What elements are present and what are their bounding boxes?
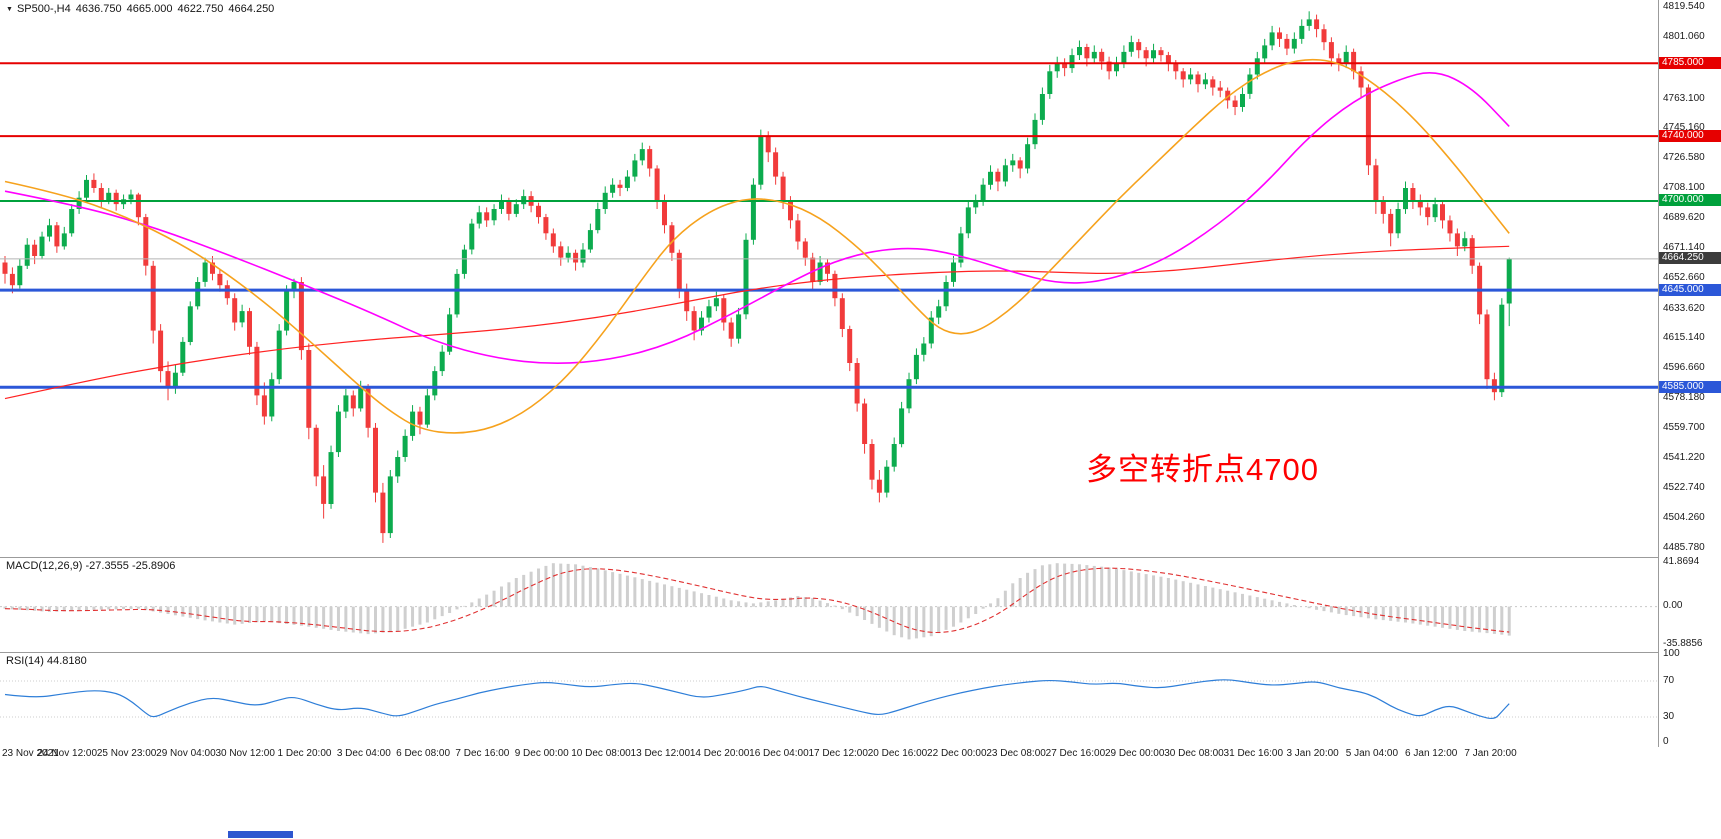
time-label: 7 Jan 20:00 — [1464, 748, 1517, 759]
ohlc-high: 4665.000 — [126, 3, 173, 15]
price-line-label: 4585.000 — [1659, 380, 1721, 393]
price-tick-label: 4633.620 — [1663, 302, 1705, 314]
time-label: 13 Dec 12:00 — [630, 748, 691, 759]
time-label: 16 Dec 04:00 — [749, 748, 809, 759]
macd-axis-label: 0.00 — [1663, 600, 1683, 611]
chart-header: ▼ SP500-,H4 4636.750 4665.000 4622.750 4664.2… — [6, 3, 274, 15]
price-tick-label: 4671.140 — [1663, 241, 1705, 253]
time-label: 6 Dec 08:00 — [396, 748, 451, 759]
horizontal-scrollbar-thumb[interactable] — [228, 831, 293, 838]
rsi-axis-label: 30 — [1663, 711, 1675, 722]
time-label: 29 Dec 00:00 — [1104, 748, 1165, 759]
ma-orange-line — [4, 58, 1510, 434]
ma-magenta-line — [4, 72, 1510, 365]
time-label: 24 Nov 12:00 — [37, 748, 98, 759]
rsi-value: 44.8180 — [46, 655, 87, 667]
rsi-pane-header: RSI(14) 44.8180 — [6, 655, 87, 667]
price-tick-label: 4801.060 — [1663, 31, 1705, 43]
time-label: 10 Dec 08:00 — [571, 748, 631, 759]
macd-axis-label: 41.8694 — [1663, 556, 1700, 567]
time-label: 22 Dec 00:00 — [927, 748, 987, 759]
time-label: 5 Jan 04:00 — [1345, 748, 1399, 759]
macd-pane-header: MACD(12,26,9) -27.3555 -25.8906 — [6, 560, 175, 572]
time-label: 14 Dec 20:00 — [689, 748, 750, 759]
rsi-line — [4, 679, 1510, 720]
time-label: 31 Dec 16:00 — [1223, 748, 1284, 759]
ma-red-line — [4, 245, 1510, 400]
price-tick-label: 4652.660 — [1663, 271, 1705, 283]
ohlc-close: 4664.250 — [228, 3, 275, 15]
price-tick-label: 4596.660 — [1663, 362, 1705, 374]
price-line-label: 4700.000 — [1659, 194, 1721, 207]
price-line-label: 4645.000 — [1659, 283, 1721, 296]
price-tick-label: 4726.580 — [1663, 151, 1705, 163]
price-tick-label: 4559.700 — [1663, 422, 1705, 434]
time-label: 3 Dec 04:00 — [336, 748, 391, 759]
rsi-axis-label: 100 — [1663, 648, 1680, 659]
price-line-label: 4740.000 — [1659, 129, 1721, 142]
price-tick-label: 4541.220 — [1663, 452, 1705, 464]
ohlc-low: 4622.750 — [177, 3, 224, 15]
time-label: 6 Jan 12:00 — [1405, 748, 1458, 759]
price-tick-label: 4578.180 — [1663, 392, 1705, 404]
time-label: 23 Nov 2021 — [2, 748, 59, 759]
macd-values: -27.3555 -25.8906 — [85, 560, 176, 572]
price-line-label: 4664.250 — [1659, 252, 1721, 265]
price-tick-label: 4615.140 — [1663, 332, 1705, 344]
annotation-text[interactable]: 多空转折点4700 — [1086, 452, 1319, 487]
macd-signal-line — [4, 567, 1510, 634]
time-label: 27 Dec 16:00 — [1045, 748, 1106, 759]
time-label: 30 Nov 12:00 — [215, 748, 275, 759]
rsi-title: RSI(14) — [6, 655, 44, 667]
time-label: 9 Dec 00:00 — [514, 748, 569, 759]
price-tick-label: 4485.780 — [1663, 542, 1705, 554]
bottom-strip — [0, 762, 1721, 839]
time-axis[interactable]: 23 Nov 2021 24 Nov 12:00 25 Nov 23:00 29 No… — [0, 746, 1658, 762]
rsi-axis-label: 0 — [1663, 736, 1669, 747]
symbol-title: SP500-,H4 — [16, 3, 71, 15]
time-label: 7 Dec 16:00 — [455, 748, 510, 759]
macd-title: MACD(12,26,9) — [6, 560, 83, 572]
price-axis[interactable]: 41.8694 0.00 -35.8856 100 70 30 0 4819.5… — [1659, 0, 1721, 762]
price-tick-label: 4745.160 — [1663, 121, 1705, 133]
time-label: 3 Jan 20:00 — [1286, 748, 1339, 759]
time-label: 1 Dec 20:00 — [277, 748, 332, 759]
price-tick-label: 4708.100 — [1663, 181, 1705, 193]
price-tick-label: 4504.260 — [1663, 512, 1705, 524]
rsi-axis-label: 70 — [1663, 675, 1675, 686]
price-tick-label: 4689.620 — [1663, 211, 1705, 223]
macd-axis-label: -35.8856 — [1663, 638, 1703, 649]
time-label: 17 Dec 12:00 — [808, 748, 868, 759]
time-label: 20 Dec 16:00 — [867, 748, 928, 759]
price-line-label: 4785.000 — [1659, 56, 1721, 69]
price-tick-label: 4819.540 — [1663, 1, 1705, 13]
price-tick-label: 4522.740 — [1663, 482, 1705, 494]
symbol-dropdown-icon: ▼ — [6, 6, 13, 13]
price-tick-label: 4763.100 — [1663, 92, 1705, 104]
ohlc-open: 4636.750 — [75, 3, 122, 15]
time-label: 23 Dec 08:00 — [986, 748, 1046, 759]
time-label: 30 Dec 08:00 — [1164, 748, 1224, 759]
macd-histogram — [3, 563, 1511, 640]
time-label: 25 Nov 23:00 — [96, 748, 157, 759]
time-label: 29 Nov 04:00 — [156, 748, 216, 759]
